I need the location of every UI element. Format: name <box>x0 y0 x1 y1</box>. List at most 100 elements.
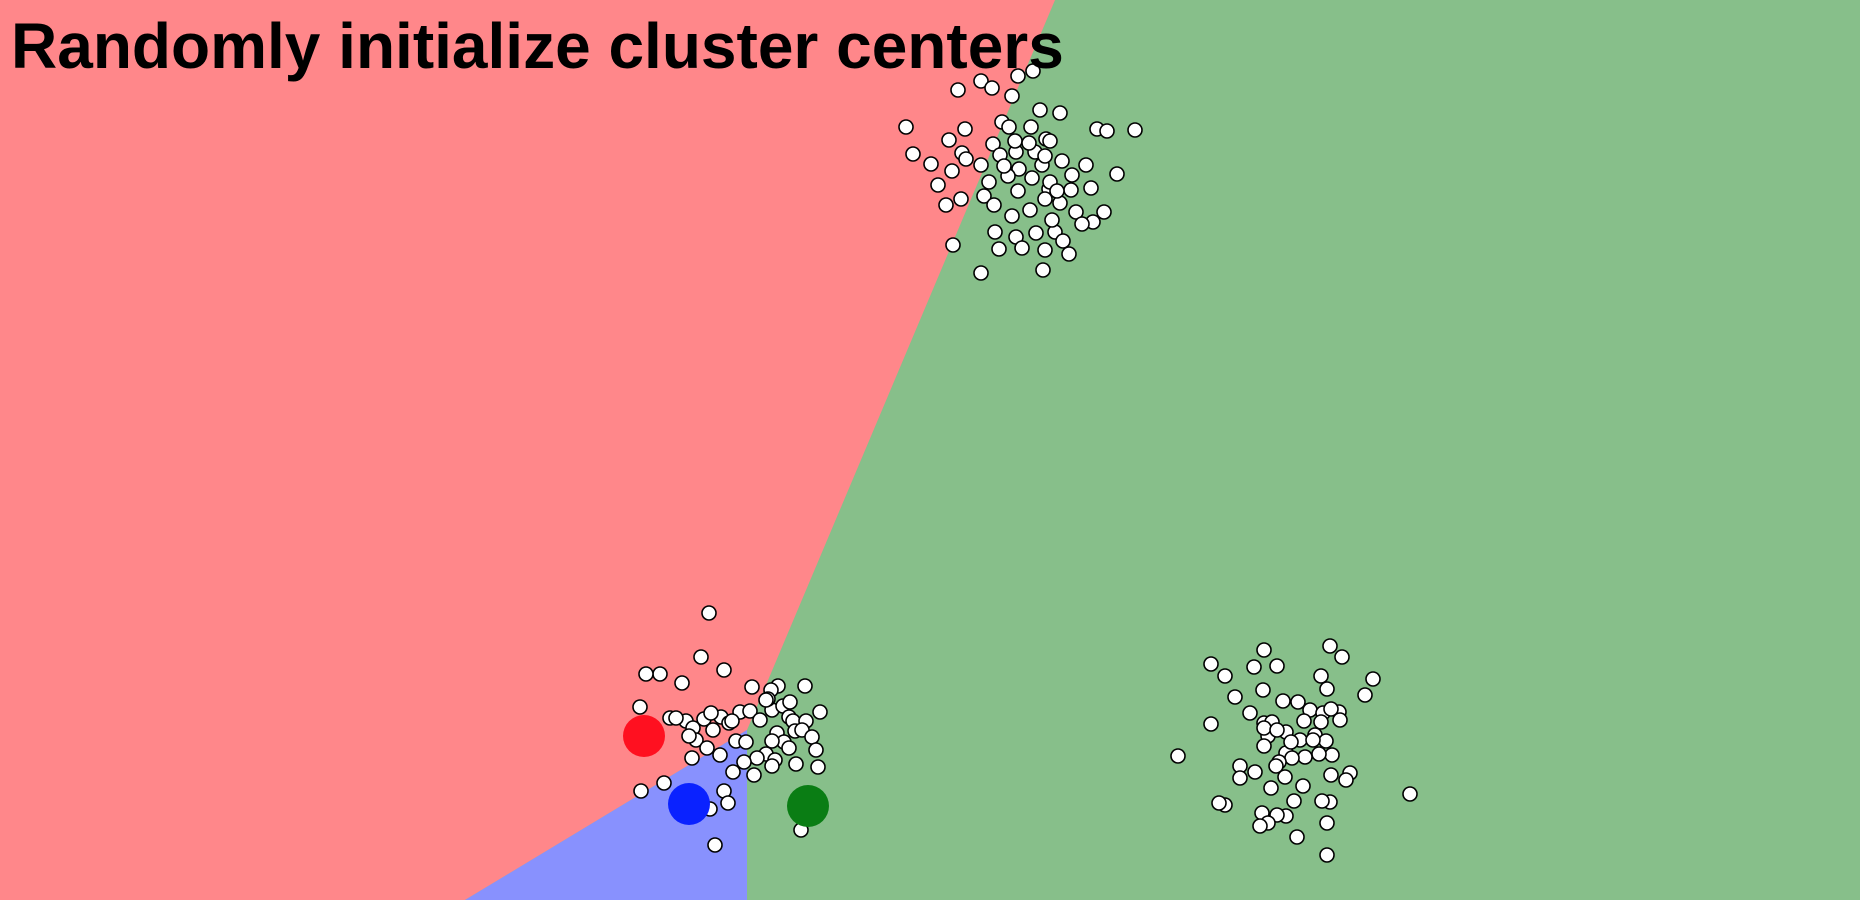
data-point <box>746 767 762 783</box>
data-point <box>738 734 754 750</box>
data-point <box>1004 208 1020 224</box>
data-point <box>1028 225 1044 241</box>
data-point <box>633 783 649 799</box>
data-point <box>1296 713 1312 729</box>
data-point <box>1044 212 1060 228</box>
data-point <box>652 666 668 682</box>
page-title: Randomly initialize cluster centers <box>11 10 1064 82</box>
data-point <box>1402 786 1418 802</box>
data-point <box>1007 133 1023 149</box>
data-point <box>1203 656 1219 672</box>
data-point <box>1037 148 1053 164</box>
data-point <box>1323 767 1339 783</box>
data-point <box>1037 191 1053 207</box>
data-point <box>1001 119 1017 135</box>
data-point <box>1338 772 1354 788</box>
data-point <box>1318 733 1334 749</box>
data-point <box>930 177 946 193</box>
data-point <box>1283 734 1299 750</box>
data-point <box>1311 746 1327 762</box>
data-point <box>1324 747 1340 763</box>
data-point <box>1054 153 1070 169</box>
data-point <box>984 80 1000 96</box>
data-point <box>958 151 974 167</box>
data-point <box>973 265 989 281</box>
data-point <box>1055 233 1071 249</box>
data-point <box>764 733 780 749</box>
data-point <box>923 156 939 172</box>
data-point <box>1269 658 1285 674</box>
data-point <box>1203 716 1219 732</box>
data-point <box>797 678 813 694</box>
data-point <box>1242 705 1258 721</box>
data-point <box>1284 750 1300 766</box>
data-point <box>1252 818 1268 834</box>
data-point <box>1323 701 1339 717</box>
data-point <box>1297 749 1313 765</box>
data-point <box>957 121 973 137</box>
data-point <box>720 795 736 811</box>
data-point <box>1313 668 1329 684</box>
data-point <box>1314 793 1330 809</box>
data-point <box>1022 202 1038 218</box>
data-point <box>1211 795 1227 811</box>
data-point <box>1010 183 1026 199</box>
data-point <box>749 750 765 766</box>
data-point <box>781 740 797 756</box>
data-point <box>1063 182 1079 198</box>
data-point <box>945 237 961 253</box>
data-point <box>1263 780 1279 796</box>
data-point <box>1256 720 1272 736</box>
data-point <box>898 119 914 135</box>
data-point <box>808 742 824 758</box>
data-point <box>1268 758 1284 774</box>
data-point <box>1049 183 1065 199</box>
data-point <box>1313 714 1329 730</box>
red-cluster-center <box>623 715 665 757</box>
data-point <box>712 747 728 763</box>
data-point <box>1010 68 1026 84</box>
blue-cluster-region <box>465 730 747 900</box>
data-point <box>976 188 992 204</box>
data-point <box>1286 793 1302 809</box>
green-cluster-center <box>787 785 829 827</box>
blue-cluster-center <box>668 783 710 825</box>
data-point <box>1014 240 1030 256</box>
data-point <box>674 675 690 691</box>
data-point <box>736 754 752 770</box>
data-point <box>938 197 954 213</box>
data-point <box>987 224 1003 240</box>
data-point <box>788 756 804 772</box>
data-point <box>1227 689 1243 705</box>
data-point <box>1247 764 1263 780</box>
data-point <box>1042 133 1058 149</box>
data-point <box>1011 161 1027 177</box>
data-point <box>1319 847 1335 863</box>
data-point <box>742 703 758 719</box>
data-point <box>1035 262 1051 278</box>
data-point <box>973 157 989 173</box>
data-point <box>1061 246 1077 262</box>
data-point <box>941 132 957 148</box>
data-point <box>1096 204 1112 220</box>
data-point <box>804 729 820 745</box>
data-point <box>950 82 966 98</box>
data-point <box>1099 123 1115 139</box>
data-point <box>699 740 715 756</box>
data-point <box>752 712 768 728</box>
data-point <box>1127 122 1143 138</box>
data-point <box>1021 135 1037 151</box>
data-point <box>810 759 826 775</box>
data-point <box>1334 649 1350 665</box>
data-point <box>707 837 723 853</box>
data-point <box>1052 105 1068 121</box>
data-point <box>693 649 709 665</box>
data-point <box>668 710 684 726</box>
data-point <box>1025 63 1041 79</box>
data-point <box>681 728 697 744</box>
data-point <box>1217 668 1233 684</box>
data-point <box>1068 204 1084 220</box>
